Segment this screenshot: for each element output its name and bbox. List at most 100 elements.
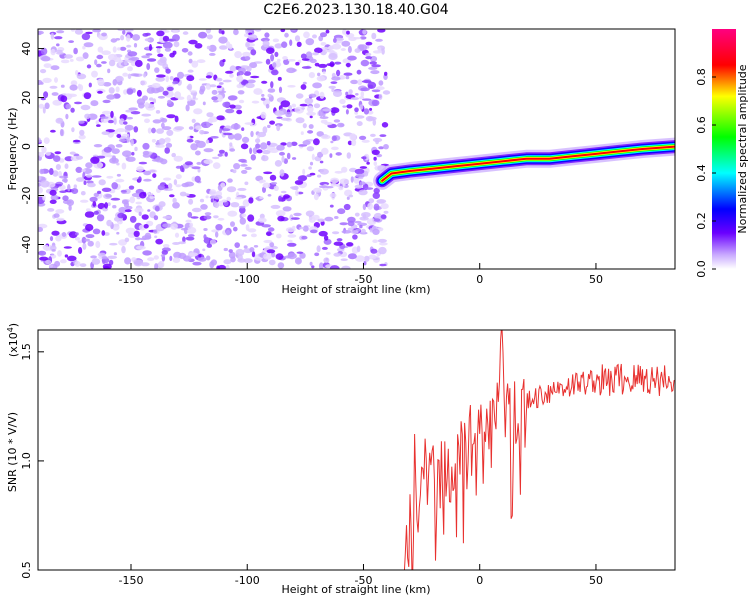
noise-blob: [50, 129, 56, 133]
noise-blob: [356, 121, 363, 127]
snr-series-line: [403, 330, 675, 570]
noise-blob: [91, 70, 98, 78]
noise-blob: [223, 259, 232, 265]
noise-blob: [222, 132, 233, 136]
colorbar-tick-label: 0.0: [695, 260, 708, 278]
noise-blob: [101, 187, 112, 192]
noise-blob: [282, 56, 288, 60]
noise-blob: [68, 40, 74, 43]
noise-blob: [86, 64, 92, 69]
noise-blob: [234, 242, 240, 249]
noise-blob: [283, 194, 290, 199]
noise-blob: [378, 246, 387, 255]
noise-blob: [80, 191, 86, 196]
noise-blob: [233, 29, 239, 36]
noise-blob: [154, 67, 160, 73]
noise-blob: [63, 246, 72, 249]
noise-blob: [287, 253, 297, 260]
noise-blob: [286, 152, 291, 160]
noise-blob: [345, 62, 351, 68]
noise-blob: [113, 252, 117, 256]
noise-blob: [269, 120, 275, 125]
noise-blob: [266, 141, 271, 146]
noise-blob: [123, 89, 128, 95]
noise-blob: [174, 91, 182, 99]
noise-blob: [141, 235, 152, 240]
noise-blob: [130, 111, 141, 115]
noise-blob: [244, 181, 249, 186]
noise-blob: [111, 148, 120, 155]
noise-blob: [311, 153, 315, 161]
noise-blob: [242, 199, 250, 207]
noise-blob: [189, 90, 197, 93]
spectrogram-frame: [37, 28, 676, 270]
noise-blob: [303, 31, 310, 39]
noise-blob: [372, 50, 382, 54]
noise-blob: [63, 178, 68, 183]
noise-blob: [38, 227, 43, 232]
noise-blob: [211, 89, 218, 95]
noise-blob: [43, 137, 50, 145]
noise-blob: [142, 142, 150, 150]
noise-blob: [323, 257, 330, 264]
noise-blob: [276, 233, 282, 239]
noise-blob: [362, 156, 367, 160]
noise-blob: [371, 32, 377, 40]
spectrogram-y-tick-label: 0: [20, 143, 33, 150]
noise-blob: [300, 53, 307, 59]
noise-blob: [300, 131, 304, 136]
noise-blob: [308, 124, 314, 129]
noise-blob: [229, 73, 234, 78]
noise-blob: [85, 162, 93, 169]
noise-blob: [50, 48, 56, 56]
noise-blob: [151, 138, 156, 143]
noise-blob: [101, 230, 106, 236]
noise-blob: [236, 75, 244, 83]
noise-blob: [372, 228, 380, 235]
noise-blob: [278, 86, 283, 94]
spectrogram-panel: -150 -100 -50 0 50 -40 -20 0 20 40 Height of str…: [6, 28, 676, 296]
noise-blob: [156, 128, 164, 134]
noise-blob: [345, 109, 349, 115]
noise-blob: [60, 95, 68, 103]
noise-blob: [319, 168, 329, 175]
noise-blob: [381, 122, 389, 128]
noise-blob: [53, 213, 60, 218]
noise-blob: [294, 257, 302, 265]
noise-blob: [328, 85, 336, 89]
noise-blob: [127, 66, 133, 72]
noise-blob: [341, 265, 351, 269]
noise-blob: [121, 245, 126, 254]
noise-blob: [368, 198, 375, 204]
noise-blob: [351, 139, 357, 147]
noise-blob: [101, 61, 107, 64]
snr-panel: -150 -100 -50 0 50 0.5 1.0 1.5 Height of strai…: [6, 323, 676, 596]
noise-blob: [233, 133, 242, 141]
spectrogram-x-tick-label: -150: [119, 273, 144, 286]
figure-title: C2E6.2023.130.18.40.G04: [263, 2, 448, 18]
noise-blob: [276, 116, 283, 119]
noise-blob: [136, 166, 144, 172]
noise-blob: [86, 208, 91, 212]
noise-blob: [281, 155, 285, 163]
noise-blob: [310, 229, 318, 234]
noise-blob: [274, 110, 284, 116]
noise-blob: [295, 93, 304, 99]
noise-blob: [70, 80, 78, 86]
colorbar-tick-label: 0.6: [695, 116, 708, 134]
noise-blob: [346, 242, 354, 247]
noise-blob: [260, 111, 267, 119]
noise-blob: [38, 175, 42, 181]
noise-blob: [51, 230, 60, 236]
noise-blob: [174, 115, 179, 123]
noise-blob: [112, 46, 117, 53]
noise-blob: [240, 143, 249, 150]
noise-blob: [355, 93, 359, 96]
noise-blob: [336, 183, 341, 187]
colorbar-gradient: [712, 29, 736, 269]
noise-blob: [274, 43, 283, 49]
noise-blob: [191, 118, 196, 123]
noise-blob: [170, 223, 178, 230]
noise-blob: [153, 255, 159, 260]
noise-blob: [165, 75, 169, 83]
